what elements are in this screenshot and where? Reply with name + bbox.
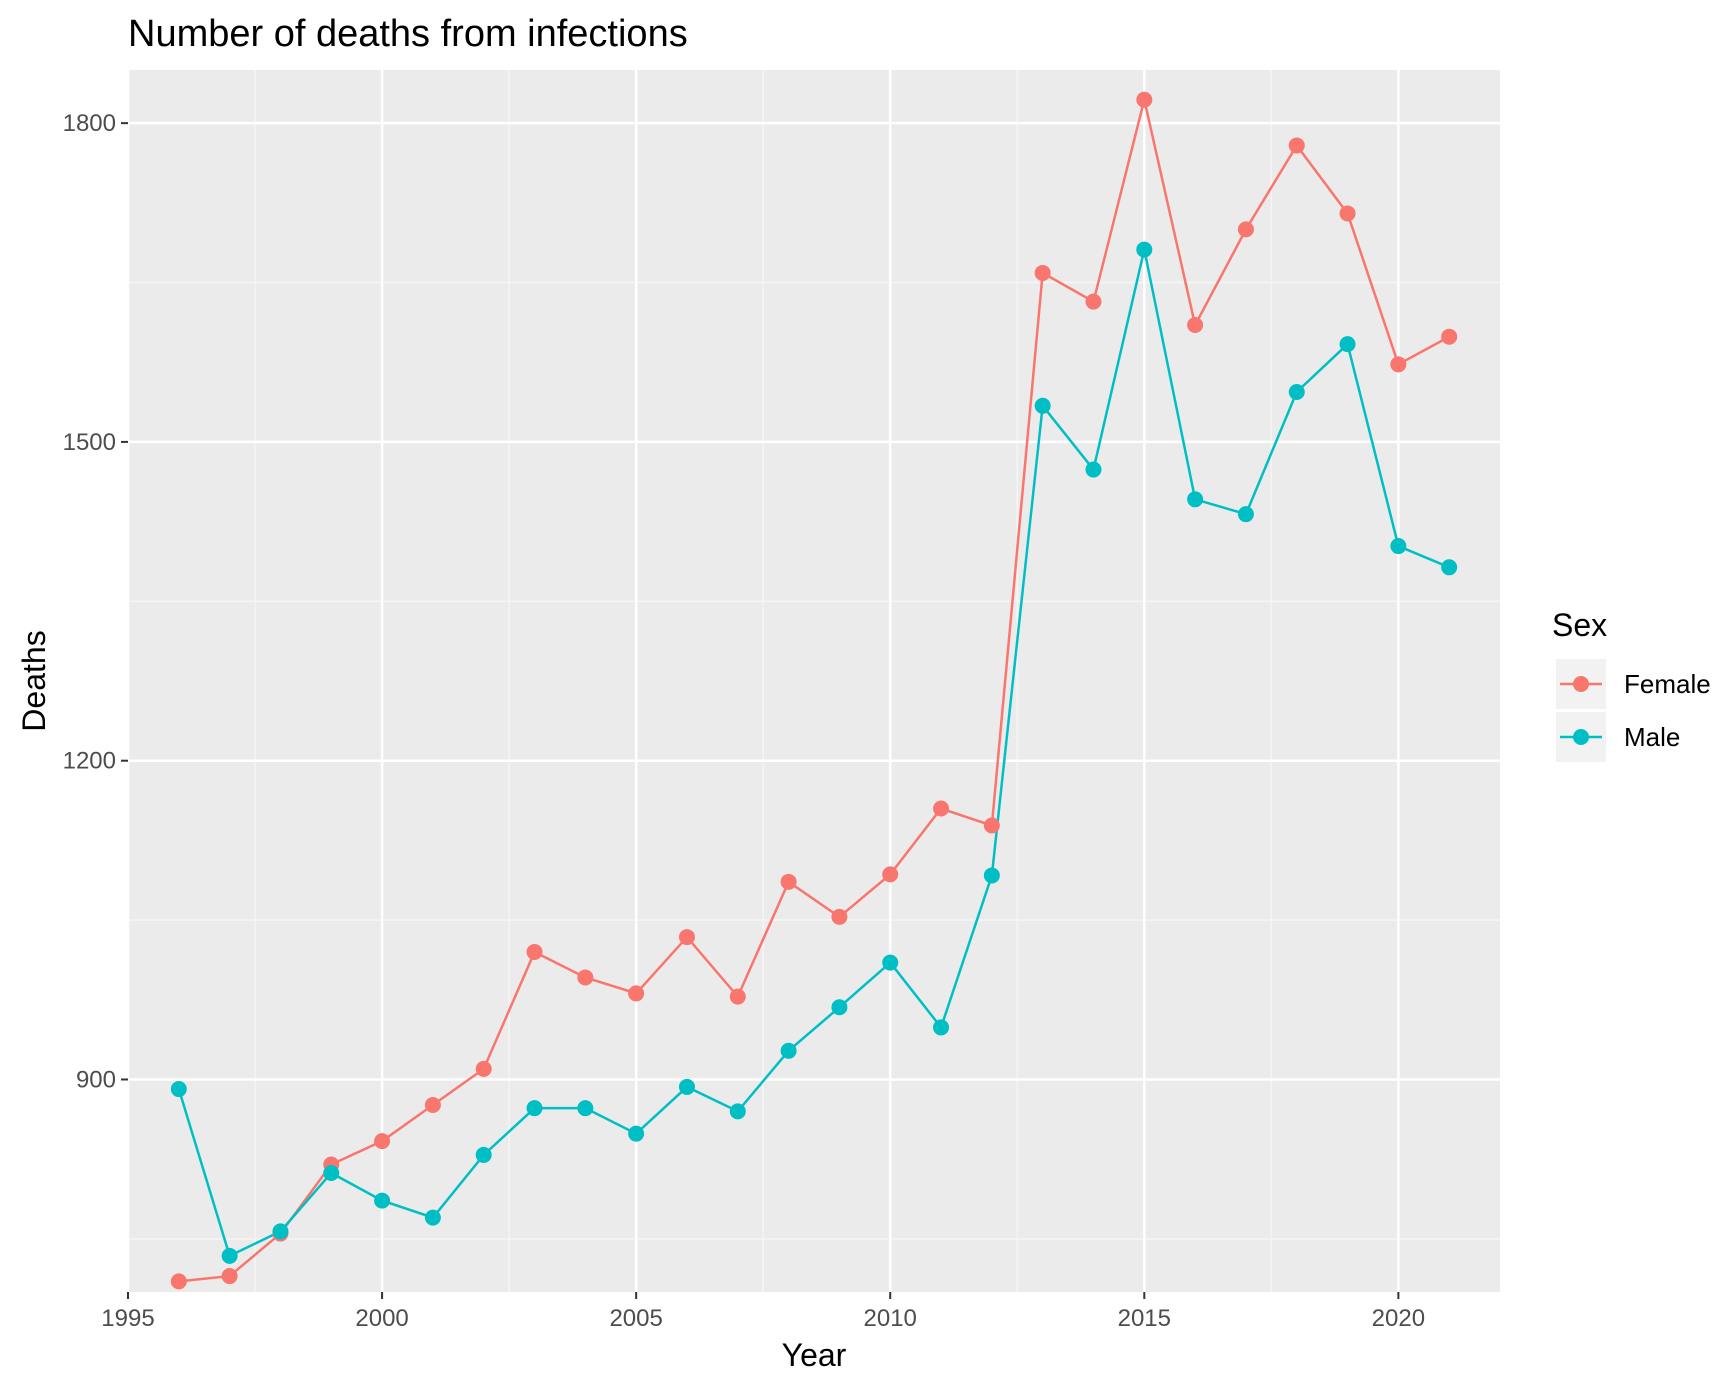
data-point-male: [933, 1019, 950, 1036]
x-tick-label: 1995: [101, 1305, 154, 1332]
x-tick-label: 2000: [355, 1305, 408, 1332]
series-layer: [170, 91, 1458, 1290]
minor-grid: [128, 70, 1500, 1292]
data-point-male: [780, 1042, 797, 1059]
legend-point-male: [1573, 729, 1589, 745]
data-point-male: [221, 1247, 238, 1264]
data-point-female: [475, 1060, 492, 1077]
data-point-female: [628, 985, 645, 1002]
x-axis: 1995 2000 2005 2010 2015 2020: [101, 1292, 1425, 1332]
data-point-female: [729, 988, 746, 1005]
data-point-male: [577, 1100, 594, 1117]
data-point-male: [1288, 383, 1305, 400]
legend: Sex Female Male: [1552, 607, 1711, 762]
data-point-female: [221, 1268, 238, 1285]
data-point-male: [424, 1209, 441, 1226]
y-tick-label: 1500: [63, 429, 116, 456]
data-point-male: [272, 1223, 289, 1240]
data-point-male: [526, 1100, 543, 1117]
data-point-male: [678, 1078, 695, 1095]
data-point-female: [577, 969, 594, 986]
x-axis-title: Year: [782, 1337, 847, 1373]
data-point-female: [678, 929, 695, 946]
data-point-female: [1441, 328, 1458, 345]
data-point-male: [323, 1164, 340, 1181]
x-tick-label: 2010: [864, 1305, 917, 1332]
y-axis-title: Deaths: [16, 630, 52, 731]
plot-panel: [128, 70, 1500, 1292]
x-tick-label: 2015: [1118, 1305, 1171, 1332]
data-point-female: [424, 1096, 441, 1113]
series-line-male: [177, 249, 1450, 1258]
data-point-female: [983, 817, 1000, 834]
data-point-female: [1288, 137, 1305, 154]
data-point-female: [1339, 205, 1356, 222]
legend-label-female: Female: [1624, 669, 1711, 699]
legend-label-male: Male: [1624, 722, 1680, 752]
data-point-male: [983, 867, 1000, 884]
data-point-male: [170, 1081, 187, 1098]
data-point-male: [475, 1146, 492, 1163]
data-point-male: [1441, 559, 1458, 576]
data-point-male: [882, 954, 899, 971]
data-point-female: [1034, 264, 1051, 281]
data-point-female: [526, 943, 543, 960]
data-point-female: [1237, 221, 1254, 238]
data-point-male: [1136, 241, 1153, 258]
data-point-female: [780, 873, 797, 890]
data-point-male: [1187, 491, 1204, 508]
major-grid: [126, 70, 1500, 1292]
chart-title: Number of deaths from infections: [128, 13, 688, 55]
data-point-male: [1085, 461, 1102, 478]
data-point-female: [374, 1133, 391, 1150]
data-point-male: [1237, 506, 1254, 523]
data-point-female: [1136, 91, 1153, 108]
data-point-male: [1390, 538, 1407, 555]
y-tick-label: 1800: [63, 110, 116, 137]
series-line-female: [178, 99, 1450, 1283]
data-point-female: [1187, 317, 1204, 334]
x-tick-label: 2005: [609, 1305, 662, 1332]
y-axis: 900 1200 1500 1800: [63, 110, 128, 1093]
data-point-male: [374, 1192, 391, 1209]
data-point-male: [729, 1103, 746, 1120]
data-point-female: [1390, 356, 1407, 373]
data-point-female: [1085, 293, 1102, 310]
data-point-female: [831, 908, 848, 925]
data-point-male: [628, 1125, 645, 1142]
legend-title: Sex: [1552, 607, 1607, 643]
data-point-male: [1339, 336, 1356, 353]
data-point-male: [1034, 397, 1051, 414]
data-point-female: [933, 800, 950, 817]
x-tick-label: 2020: [1372, 1305, 1425, 1332]
legend-point-female: [1573, 676, 1589, 692]
y-tick-label: 1200: [63, 748, 116, 775]
data-point-female: [170, 1273, 187, 1290]
data-point-male: [831, 999, 848, 1016]
data-point-female: [882, 866, 899, 883]
y-tick-label: 900: [76, 1066, 116, 1093]
